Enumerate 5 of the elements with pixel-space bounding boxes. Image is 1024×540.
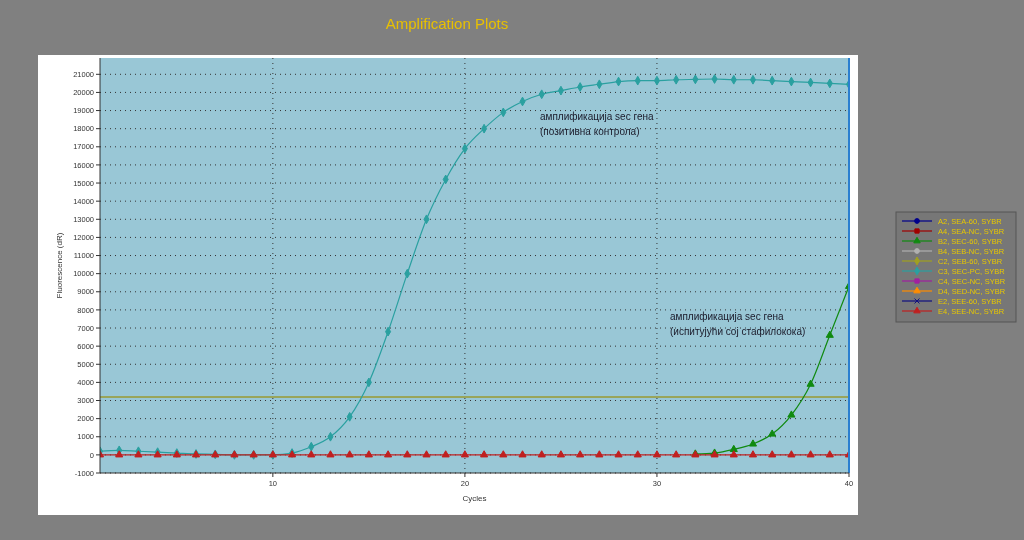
y-axis-title: Fluorescence (dR) bbox=[55, 232, 64, 299]
annotation: амплификација sec гена (позитивна контрола) bbox=[540, 111, 654, 137]
annotation: амплификација sec гена (испитујући сој стафилокока) bbox=[670, 311, 806, 337]
chart-title: Amplification Plots bbox=[385, 15, 509, 32]
x-axis-title: Cycles bbox=[462, 494, 487, 503]
